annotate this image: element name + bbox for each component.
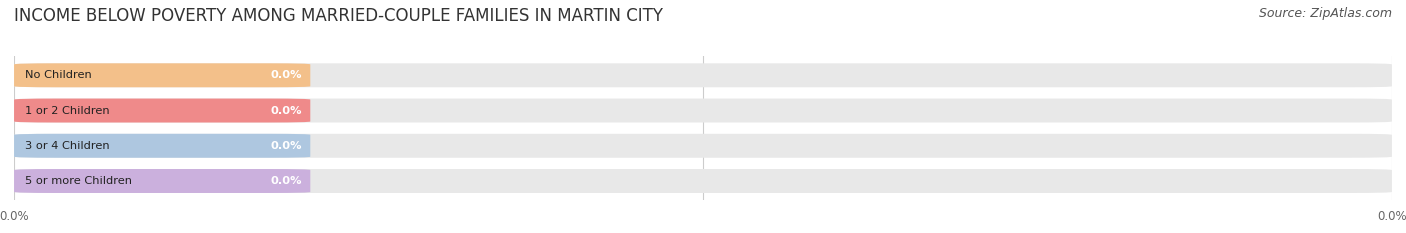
FancyBboxPatch shape: [14, 63, 1392, 87]
FancyBboxPatch shape: [14, 134, 1392, 158]
FancyBboxPatch shape: [14, 63, 311, 87]
FancyBboxPatch shape: [14, 134, 311, 158]
Text: 0.0%: 0.0%: [270, 106, 302, 116]
Text: 5 or more Children: 5 or more Children: [25, 176, 132, 186]
FancyBboxPatch shape: [14, 99, 1392, 123]
Text: INCOME BELOW POVERTY AMONG MARRIED-COUPLE FAMILIES IN MARTIN CITY: INCOME BELOW POVERTY AMONG MARRIED-COUPL…: [14, 7, 664, 25]
Text: Source: ZipAtlas.com: Source: ZipAtlas.com: [1258, 7, 1392, 20]
Text: 3 or 4 Children: 3 or 4 Children: [25, 141, 110, 151]
Text: 0.0%: 0.0%: [270, 70, 302, 80]
Text: 0.0%: 0.0%: [270, 176, 302, 186]
Text: No Children: No Children: [25, 70, 91, 80]
FancyBboxPatch shape: [14, 99, 311, 123]
Text: 1 or 2 Children: 1 or 2 Children: [25, 106, 110, 116]
FancyBboxPatch shape: [14, 169, 311, 193]
FancyBboxPatch shape: [14, 169, 1392, 193]
Text: 0.0%: 0.0%: [270, 141, 302, 151]
